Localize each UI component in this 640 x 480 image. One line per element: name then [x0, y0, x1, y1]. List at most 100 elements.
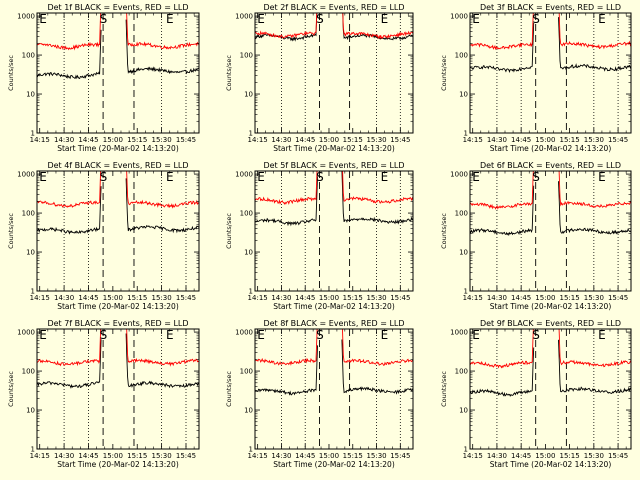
- saa-start-marker: S: [316, 12, 324, 26]
- y-tick-label: 10: [26, 249, 35, 257]
- x-tick-label: 14:45: [78, 294, 98, 302]
- panel-det-5: Det 5f BLACK = Events, RED = LLD 1 10 100 10…: [225, 161, 414, 311]
- series-lld: [470, 171, 631, 210]
- y-tick-label: 100: [22, 368, 35, 376]
- x-tick-label: 15:15: [127, 294, 147, 302]
- x-tick-label: 14:15: [248, 136, 268, 144]
- saa-end-marker: E: [381, 12, 389, 26]
- x-tick-label: 14:15: [30, 452, 50, 460]
- x-axis-label: Start Time (20-Mar-02 14:13:20): [490, 302, 612, 311]
- y-axis-label: Counts/sec: [440, 371, 448, 407]
- series-group: [37, 171, 199, 235]
- y-tick-label: 1000: [450, 171, 468, 179]
- saa-end-marker: E: [472, 12, 480, 26]
- x-tick-label: 15:45: [176, 294, 196, 302]
- x-tick-label: 14:15: [248, 294, 268, 302]
- x-axis-label: Start Time (20-Mar-02 14:13:20): [273, 144, 395, 153]
- y-tick-label: 1000: [17, 13, 35, 21]
- saa-start-marker: S: [532, 328, 540, 342]
- series-lld: [37, 171, 199, 209]
- x-tick-label: 15:15: [560, 294, 580, 302]
- series-events: [37, 333, 199, 389]
- saa-start-marker: S: [532, 12, 540, 26]
- y-tick-label: 100: [455, 210, 468, 218]
- saa-start-marker: S: [100, 170, 108, 184]
- plot-frame: [36, 170, 200, 292]
- y-tick-label: 10: [459, 249, 468, 257]
- y-tick-label: 1000: [17, 329, 35, 337]
- x-tick-label: 15:00: [103, 294, 123, 302]
- y-tick-label: 1: [249, 446, 253, 454]
- x-tick-label: 15:45: [608, 294, 628, 302]
- plot-frame: [36, 12, 200, 134]
- x-tick-label: 15:00: [535, 452, 555, 460]
- saa-end-marker: E: [39, 170, 47, 184]
- y-axis-label: Counts/sec: [225, 55, 233, 91]
- saa-start-marker: S: [100, 12, 108, 26]
- series-group: [470, 329, 631, 397]
- x-tick-label: 15:00: [319, 452, 339, 460]
- y-tick-label: 1: [464, 288, 468, 296]
- saa-end-marker: E: [472, 170, 480, 184]
- series-lld: [470, 329, 631, 369]
- saa-end-marker: E: [598, 328, 606, 342]
- x-axis-label: Start Time (20-Mar-02 14:13:20): [57, 460, 179, 469]
- x-tick-label: 15:30: [366, 452, 386, 460]
- x-axis-label: Start Time (20-Mar-02 14:13:20): [273, 302, 395, 311]
- x-tick-label: 15:30: [584, 294, 604, 302]
- series-events: [470, 339, 631, 397]
- x-tick-label: 14:45: [511, 294, 531, 302]
- x-tick-label: 15:15: [343, 136, 363, 144]
- y-tick-label: 1: [249, 130, 253, 138]
- x-tick-label: 14:15: [30, 294, 50, 302]
- x-tick-label: 15:15: [560, 452, 580, 460]
- y-tick-label: 1000: [450, 329, 468, 337]
- panel-det-7: Det 7f BLACK = Events, RED = LLD 1 10 100 10…: [7, 319, 200, 469]
- x-tick-label: 14:30: [487, 136, 507, 144]
- x-tick-label: 15:15: [343, 452, 363, 460]
- x-axis-label: Start Time (20-Mar-02 14:13:20): [490, 460, 612, 469]
- x-tick-label: 14:30: [487, 452, 507, 460]
- y-axis-label: Counts/sec: [225, 371, 233, 407]
- x-tick-label: 14:15: [248, 452, 268, 460]
- y-tick-label: 100: [455, 52, 468, 60]
- panel-title: Det 5f BLACK = Events, RED = LLD: [263, 161, 404, 170]
- x-tick-label: 15:45: [390, 294, 410, 302]
- x-tick-label: 14:15: [30, 136, 50, 144]
- series-group: [37, 13, 199, 80]
- x-tick-label: 15:30: [366, 136, 386, 144]
- x-tick-label: 14:15: [463, 452, 483, 460]
- panel-title: Det 4f BLACK = Events, RED = LLD: [47, 161, 188, 170]
- y-tick-label: 10: [26, 407, 35, 415]
- panel-title: Det 2f BLACK = Events, RED = LLD: [263, 3, 404, 12]
- x-tick-label: 15:15: [127, 452, 147, 460]
- x-tick-label: 14:30: [54, 294, 74, 302]
- x-tick-label: 14:45: [78, 136, 98, 144]
- x-tick-label: 15:45: [176, 452, 196, 460]
- y-tick-label: 1: [31, 130, 35, 138]
- y-tick-label: 10: [459, 407, 468, 415]
- saa-start-marker: S: [532, 170, 540, 184]
- x-tick-label: 14:30: [487, 294, 507, 302]
- y-tick-label: 1000: [235, 13, 253, 21]
- series-lld: [470, 13, 631, 51]
- y-tick-label: 1000: [235, 329, 253, 337]
- series-lld: [37, 329, 199, 367]
- saa-end-marker: E: [381, 328, 389, 342]
- y-tick-label: 1: [31, 288, 35, 296]
- plot-frame: [469, 328, 632, 450]
- panel-title: Det 7f BLACK = Events, RED = LLD: [47, 319, 188, 328]
- plot-frame: [469, 12, 632, 134]
- x-tick-label: 14:45: [295, 294, 315, 302]
- x-tick-label: 15:00: [319, 136, 339, 144]
- panel-det-3: Det 3f BLACK = Events, RED = LLD 1 10 100 10…: [440, 3, 632, 153]
- series-lld: [255, 13, 413, 40]
- x-tick-label: 14:45: [295, 452, 315, 460]
- plot-frame: [36, 328, 200, 450]
- series-events: [470, 17, 631, 73]
- x-tick-label: 14:15: [463, 136, 483, 144]
- series-events: [470, 181, 631, 237]
- plot-frame: [254, 12, 414, 134]
- y-tick-label: 100: [455, 368, 468, 376]
- series-events: [37, 19, 199, 80]
